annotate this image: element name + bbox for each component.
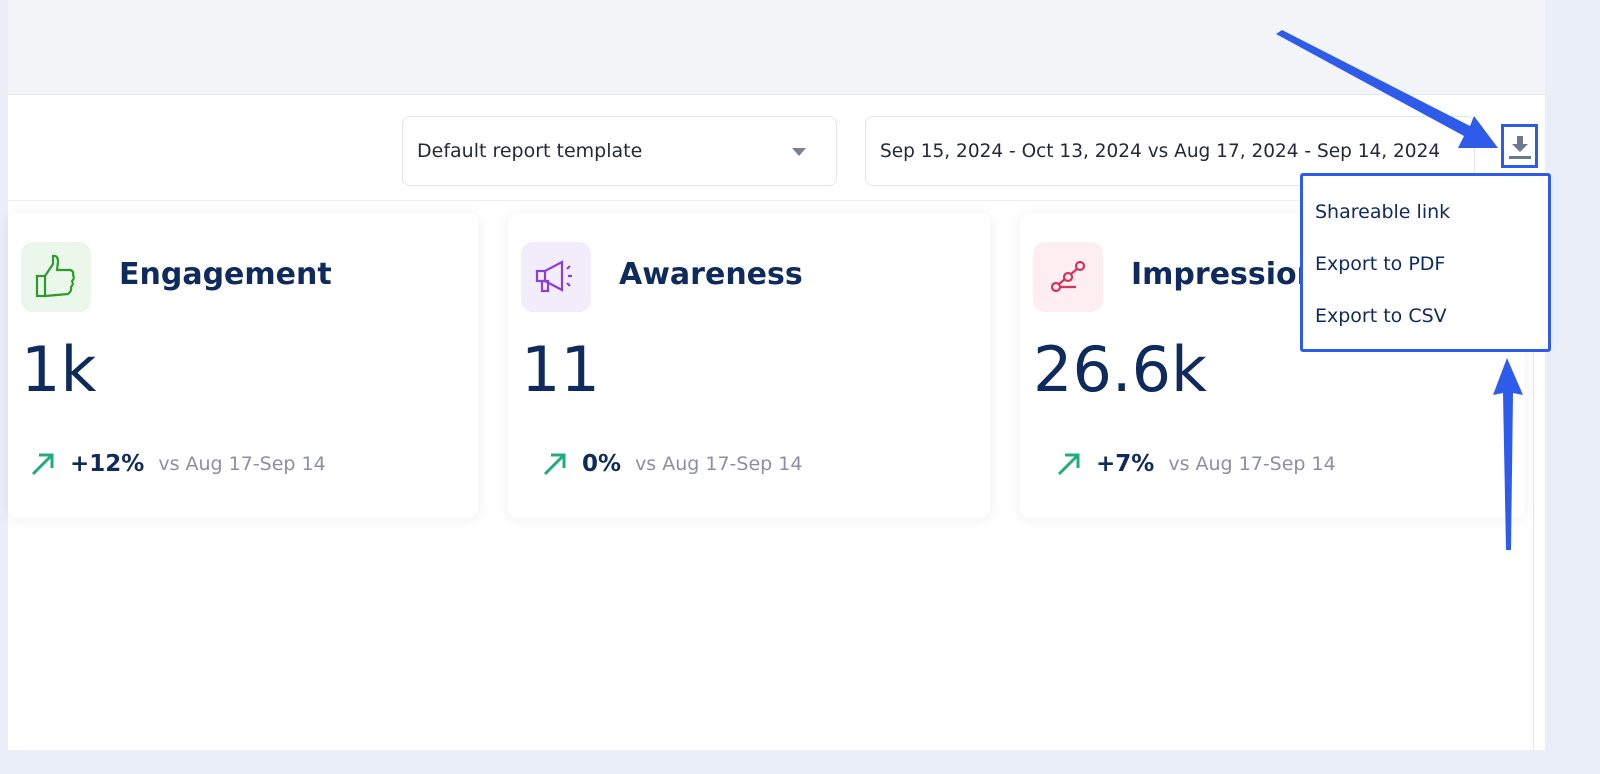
- metric-card-impressions: Impressions 26.6k +7% vs Aug 17-Sep 14: [1020, 213, 1525, 518]
- trend-up-icon: [543, 453, 566, 476]
- caret-down-icon: [792, 148, 806, 156]
- card-value: 11: [521, 333, 600, 406]
- top-bar: [8, 0, 1545, 95]
- card-change: +12%: [70, 451, 145, 477]
- trend-up-icon: [1057, 453, 1080, 476]
- megaphone-icon: [521, 242, 591, 312]
- card-compare: vs Aug 17-Sep 14: [158, 453, 326, 475]
- menu-item-shareable-link[interactable]: Shareable link: [1315, 201, 1451, 223]
- card-change: +7%: [1096, 451, 1155, 477]
- metric-card-engagement: Engagement 1k +12% vs Aug 17-Sep 14: [8, 213, 478, 518]
- menu-item-export-csv[interactable]: Export to CSV: [1315, 305, 1447, 327]
- card-value: 26.6k: [1033, 333, 1207, 406]
- scrollbar[interactable]: [1533, 200, 1545, 750]
- report-panel: Default report template Sep 15, 2024 - O…: [8, 0, 1545, 750]
- menu-item-export-pdf[interactable]: Export to PDF: [1315, 253, 1446, 275]
- report-template-select[interactable]: Default report template: [402, 116, 837, 186]
- card-trend: 0% vs Aug 17-Sep 14: [542, 451, 802, 477]
- card-compare: vs Aug 17-Sep 14: [635, 453, 803, 475]
- card-title: Engagement: [119, 257, 332, 292]
- card-compare: vs Aug 17-Sep 14: [1168, 453, 1336, 475]
- card-trend: +7% vs Aug 17-Sep 14: [1056, 451, 1336, 477]
- report-toolbar: Default report template Sep 15, 2024 - O…: [8, 95, 1545, 201]
- report-template-value: Default report template: [417, 140, 643, 162]
- card-trend: +12% vs Aug 17-Sep 14: [30, 451, 326, 477]
- export-menu: Shareable link Export to PDF Export to C…: [1300, 173, 1551, 352]
- card-change: 0%: [582, 451, 622, 477]
- card-title: Awareness: [619, 257, 803, 292]
- trend-up-icon: [31, 453, 54, 476]
- share-nodes-icon: [1033, 242, 1103, 312]
- download-icon: [1508, 136, 1531, 159]
- thumbs-up-icon: [21, 242, 91, 312]
- download-button[interactable]: [1501, 124, 1538, 168]
- card-value: 1k: [21, 333, 97, 406]
- date-range-value: Sep 15, 2024 - Oct 13, 2024 vs Aug 17, 2…: [880, 140, 1441, 162]
- metric-card-awareness: Awareness 11 0% vs Aug 17-Sep 14: [508, 213, 990, 518]
